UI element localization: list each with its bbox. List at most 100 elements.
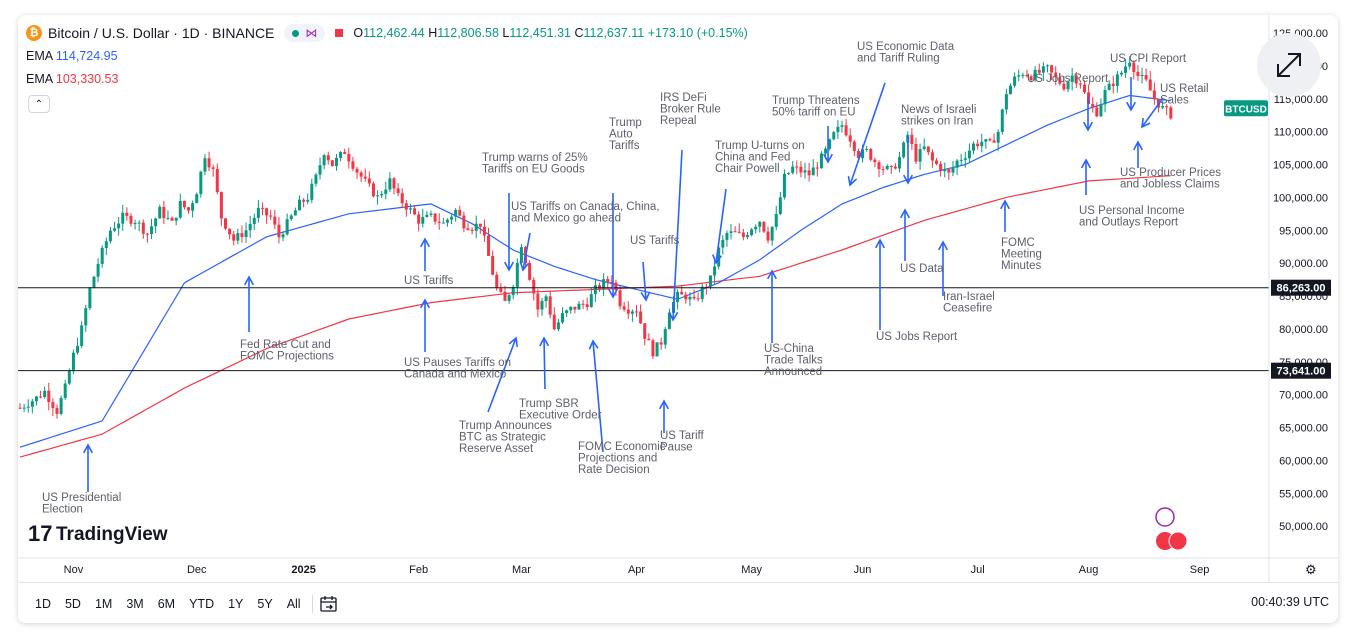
level-label-box — [1271, 362, 1331, 379]
annotation-arrowhead — [1080, 158, 1092, 169]
market-status-icon — [292, 29, 300, 37]
candle-body — [1107, 83, 1111, 90]
candle-body — [1017, 75, 1021, 77]
candle-body — [67, 371, 71, 384]
candle-body — [622, 306, 626, 310]
annotation-line: China and Fed — [715, 152, 790, 164]
candle-body — [610, 281, 614, 283]
tf-1y[interactable]: 1Y — [228, 596, 244, 611]
tf-1d[interactable]: 1D — [35, 596, 51, 611]
annotation-arrowhead — [519, 261, 530, 272]
candle-body — [450, 216, 454, 220]
symbol-price-tag — [1224, 100, 1268, 117]
candle-body — [745, 235, 749, 238]
time-tick-label: Dec — [187, 564, 207, 576]
candle-body — [540, 300, 544, 310]
candle-body — [544, 296, 548, 301]
candle-body — [877, 162, 881, 170]
annotation-label: US-China Trade Talks Announced — [764, 343, 823, 378]
tf-5y[interactable]: 5Y — [257, 596, 273, 611]
candle-body — [1140, 75, 1144, 77]
price-chart[interactable]: 86,263.00 73,641.00 BTCUSD US Presidential… — [18, 15, 1338, 582]
candle-body — [1009, 85, 1013, 95]
annotation-label: US Retail Sales — [1160, 83, 1209, 107]
candle-body — [898, 157, 902, 169]
candle-body — [158, 206, 162, 219]
candle-body — [413, 208, 417, 215]
candle-body — [1078, 83, 1082, 85]
tf-5d[interactable]: 5D — [64, 596, 81, 611]
candle-body — [791, 166, 795, 173]
tf-1m[interactable]: 1M — [94, 596, 113, 611]
candle-body — [314, 174, 318, 184]
annotation-line: Tariffs on EU Goods — [482, 164, 585, 176]
candle-body — [265, 208, 269, 216]
annotation-arrowhead — [503, 261, 515, 272]
tf-6m[interactable]: 6M — [157, 596, 176, 611]
candle-body — [787, 172, 791, 174]
candle-body — [614, 282, 618, 291]
candle-body — [758, 221, 762, 227]
candle-body — [840, 125, 844, 127]
candle-body — [55, 407, 59, 414]
annotation-arrowhead — [419, 237, 431, 248]
candle-body — [943, 169, 947, 172]
ema-long-legend[interactable]: EMA 103,330.53 — [26, 72, 119, 86]
candle-body — [577, 303, 581, 310]
tf-3m[interactable]: 3M — [126, 596, 144, 611]
calendar-icon[interactable] — [319, 595, 339, 613]
annotation-arrowhead — [712, 254, 722, 265]
share-icon[interactable]: ⋈ — [305, 26, 318, 40]
candle-body — [819, 153, 823, 169]
candle-body — [1021, 74, 1025, 76]
tf-all[interactable]: All — [286, 596, 301, 611]
annotation-line: Fed Rate Cut and — [240, 339, 331, 351]
annotation-label: Fed Rate Cut and FOMC Projections — [240, 339, 334, 363]
candle-body — [536, 293, 540, 310]
candle-body — [515, 262, 519, 287]
price-tick-label: 65,000.00 — [1279, 423, 1328, 435]
annotation-label: FOMC Meeting Minutes — [1001, 237, 1042, 272]
status-pill[interactable]: ⋈ — [284, 24, 326, 42]
candle-body — [141, 222, 145, 234]
expand-button[interactable] — [1257, 33, 1321, 97]
candle-body — [1058, 77, 1062, 84]
candle-body — [799, 166, 803, 173]
annotation-arrow — [487, 337, 517, 413]
candle-body — [885, 165, 889, 170]
time-tick-label: Jun — [854, 564, 872, 576]
candle-body — [988, 139, 992, 141]
candle-body — [170, 217, 174, 221]
symbol-title[interactable]: Bitcoin / U.S. Dollar · 1D · BINANCE — [48, 25, 275, 41]
candle-body — [421, 216, 425, 224]
candle-body — [376, 195, 380, 197]
annotation-arrowhead — [640, 291, 651, 302]
annotation-line: Iran-Israel — [943, 291, 995, 303]
annotation-line: IRS DeFi — [660, 92, 707, 104]
candle-body — [1074, 75, 1078, 84]
candle-body — [696, 298, 700, 300]
collapse-legend-button[interactable]: ⌃ — [28, 95, 50, 113]
economic-event-icon — [1156, 532, 1174, 550]
candle-body — [528, 263, 532, 280]
annotation-line: US Data — [900, 263, 944, 275]
change-value: +173.10 (+0.15%) — [647, 26, 748, 40]
ema-short-legend[interactable]: EMA 114,724.95 — [26, 49, 118, 63]
candle-body — [811, 167, 815, 176]
candle-body — [1025, 74, 1029, 77]
candle-body — [532, 279, 536, 294]
candle-body — [43, 390, 47, 398]
candle-body — [478, 223, 482, 227]
tf-ytd[interactable]: YTD — [189, 596, 215, 611]
annotation-label: US Tariff Pause — [660, 430, 704, 454]
utc-clock[interactable]: 00:40:39 UTC — [1251, 595, 1329, 609]
candle-body — [684, 294, 688, 300]
candle-body — [647, 338, 651, 341]
candle-body — [741, 232, 745, 238]
candle-body — [306, 199, 310, 202]
candle-body — [852, 141, 856, 151]
candle-body — [569, 306, 573, 311]
price-tick-label: 60,000.00 — [1279, 455, 1328, 467]
candle-body — [425, 214, 429, 217]
price-tick-label: 85,000.00 — [1279, 291, 1328, 303]
